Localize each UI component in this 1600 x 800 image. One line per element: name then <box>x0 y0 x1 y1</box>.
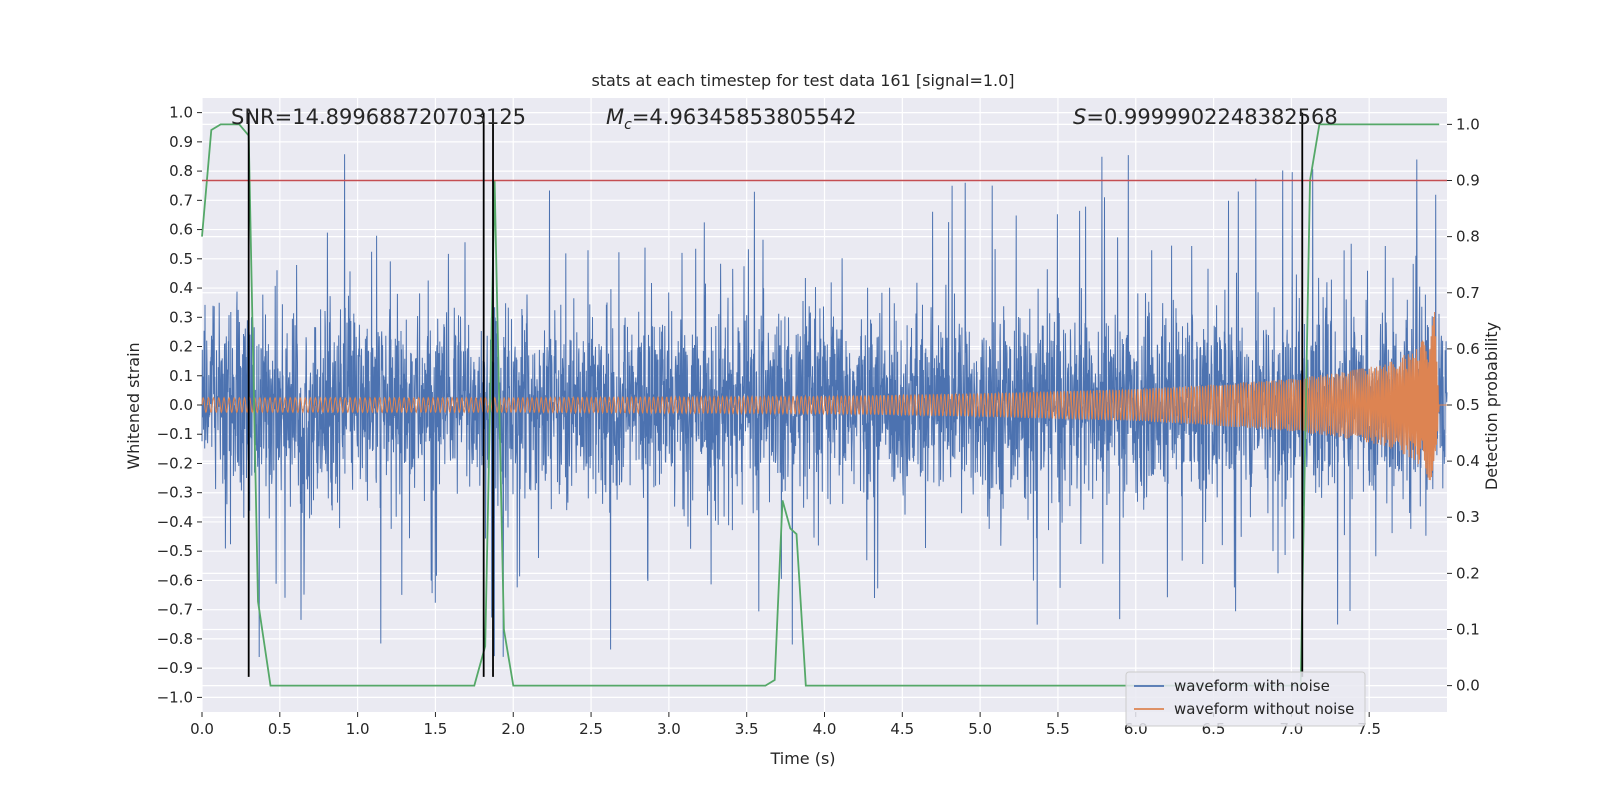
y-tick-label-left: 0.7 <box>169 191 193 209</box>
y-tick-label-left: 0.0 <box>169 396 193 414</box>
y-tick-label-right: 0.9 <box>1456 172 1480 190</box>
x-axis-label: Time (s) <box>769 749 835 768</box>
x-tick-label: 4.0 <box>813 720 837 738</box>
x-tick-label: 2.5 <box>579 720 603 738</box>
x-tick-label: 2.0 <box>501 720 525 738</box>
y-tick-label-left: −0.3 <box>157 484 193 502</box>
legend-box <box>1125 671 1366 727</box>
y-tick-label-left: 1.0 <box>169 104 193 122</box>
y-tick-label-left: −0.1 <box>157 425 193 443</box>
y-tick-label-right: 0.2 <box>1456 564 1480 582</box>
annotation-score: S=0.9999902248382568 <box>1073 105 1338 129</box>
x-tick-label: 0.5 <box>268 720 292 738</box>
y-tick-label-left: 0.8 <box>169 162 193 180</box>
y-tick-label-right: 0.3 <box>1456 508 1480 526</box>
y-tick-label-left: 0.2 <box>169 338 193 356</box>
y-tick-label-left: 0.6 <box>169 221 193 239</box>
series-line-waveform-without-noise <box>201 311 1447 481</box>
y-tick-label-left: 0.9 <box>169 133 193 151</box>
y-tick-label-left: −0.5 <box>157 542 193 560</box>
series-line-detection-probability <box>201 123 1440 687</box>
y-tick-label-right: 1.0 <box>1456 115 1480 133</box>
plot-area: 0.0 0.5 1.0 1.5 2.0 2.5 3.0 3.5 4.0 4.5 5.0 5.5 6.0 6… <box>157 98 1480 738</box>
y-tick-label-left: −0.6 <box>157 571 193 589</box>
y-tick-label-left: 0.1 <box>169 367 193 385</box>
legend-entry: waveform without noise <box>1174 700 1354 718</box>
x-tick-label: 1.0 <box>346 720 370 738</box>
chart-title: stats at each timestep for test data 161… <box>591 71 1014 90</box>
x-tick-label: 4.5 <box>890 720 914 738</box>
x-tick-label: 5.0 <box>968 720 992 738</box>
y-tick-label-right: 0.6 <box>1456 340 1480 358</box>
x-tick-label: 5.5 <box>1046 720 1070 738</box>
y-tick-label-right: 0.5 <box>1456 396 1480 414</box>
y-tick-label-left: 0.3 <box>169 308 193 326</box>
legend-entry: waveform with noise <box>1174 677 1330 695</box>
x-tick-label: 3.5 <box>735 720 759 738</box>
y-axis-label-right: Detection probability <box>1482 322 1501 490</box>
y-tick-label-left: 0.5 <box>169 250 193 268</box>
annotation-snr: SNR=14.899688720703125 <box>231 105 526 129</box>
y-tick-label-right: 0.7 <box>1456 284 1480 302</box>
x-tick-label: 1.5 <box>424 720 448 738</box>
annotation-chirp-mass: Mc=4.96345853805542 <box>606 105 857 133</box>
x-tick-label: 0.0 <box>190 720 214 738</box>
y-tick-label-right: 0.8 <box>1456 228 1480 246</box>
y-tick-label-left: −0.8 <box>157 630 193 648</box>
y-tick-label-right: 0.1 <box>1456 620 1480 638</box>
y-tick-label-left: −0.2 <box>157 454 193 472</box>
y-tick-label-right: 0.4 <box>1456 452 1480 470</box>
y-tick-label-left: −0.7 <box>157 601 193 619</box>
legend: waveform with noise waveform without nois… <box>1125 671 1366 727</box>
y-tick-label-left: −0.4 <box>157 513 193 531</box>
y-tick-label-left: −0.9 <box>157 659 193 677</box>
y-tick-label-left: 0.4 <box>169 279 193 297</box>
y-tick-label-left: −1.0 <box>157 688 193 706</box>
y-axis-label-left: Whitened strain <box>124 342 143 469</box>
y-tick-label-right: 0.0 <box>1456 677 1480 695</box>
x-tick-label: 3.0 <box>657 720 681 738</box>
